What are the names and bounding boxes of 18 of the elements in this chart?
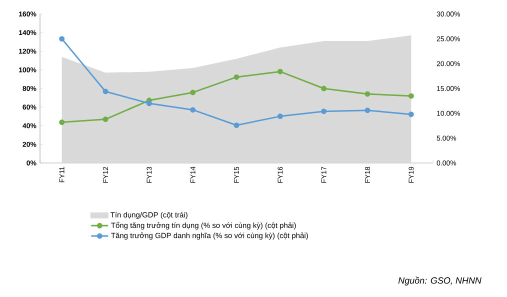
point <box>364 108 370 114</box>
point <box>321 86 327 92</box>
point <box>102 88 108 94</box>
point <box>408 112 414 118</box>
point <box>146 100 152 106</box>
point <box>321 108 327 114</box>
point <box>277 114 283 120</box>
point <box>234 122 240 128</box>
point <box>364 91 370 97</box>
point <box>190 90 196 96</box>
text: Nguồn: GSO, NHNN <box>398 276 482 286</box>
point <box>408 93 414 99</box>
point <box>59 36 65 42</box>
point <box>102 116 108 122</box>
point <box>59 120 65 126</box>
point <box>234 74 240 80</box>
point <box>277 68 283 74</box>
point <box>190 107 196 113</box>
